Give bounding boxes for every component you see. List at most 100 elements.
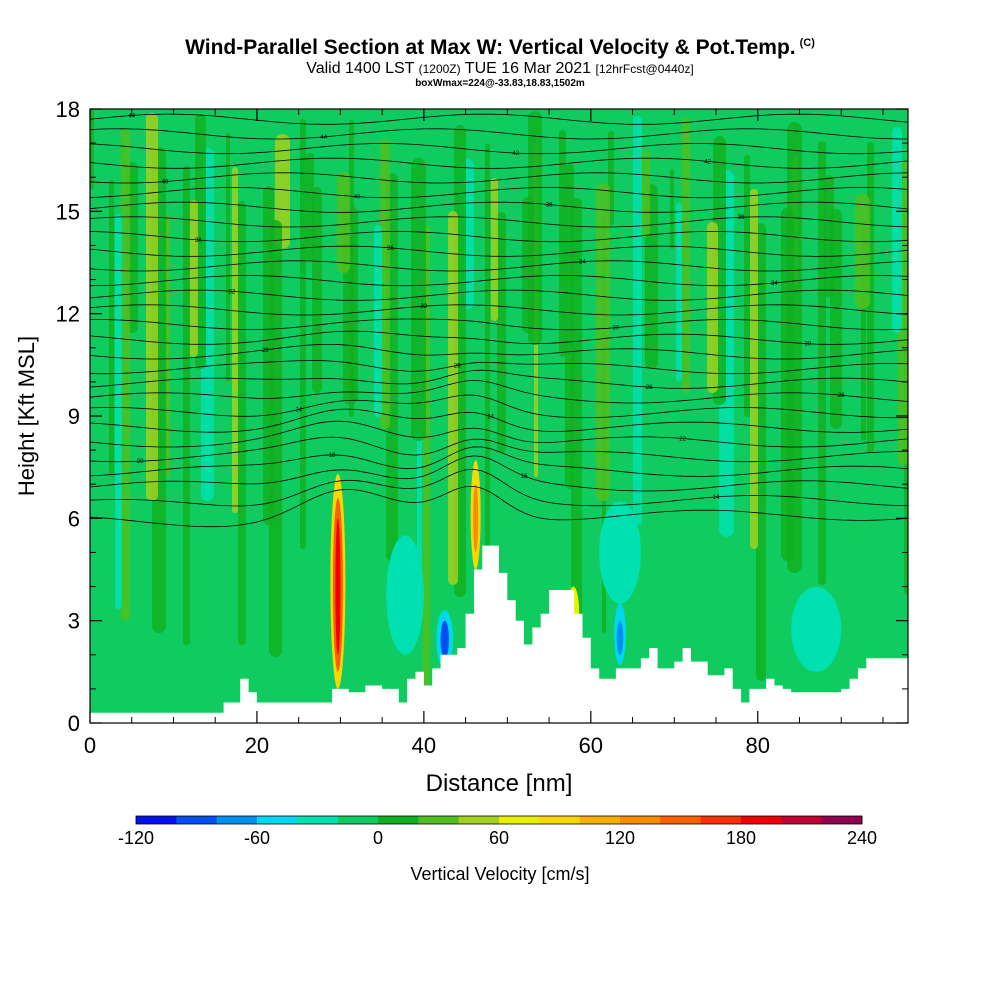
downdraft-core [791, 586, 842, 672]
colorbar-swatch [741, 816, 782, 824]
colorbar-swatch [458, 816, 500, 824]
chart-title: Wind-Parallel Section at Max W: Vertical… [0, 36, 1000, 60]
shading-streak [744, 155, 750, 417]
shading-streak [559, 130, 566, 357]
isentrope-label: 40 [354, 195, 361, 201]
colorbar-tick-label: 180 [726, 828, 756, 848]
shading-streak [750, 189, 758, 549]
shading-streak [824, 175, 834, 297]
colorbar-swatch [539, 816, 581, 824]
shading-streak [491, 178, 498, 321]
shading-streak [380, 139, 390, 429]
valid-date: TUE 16 Mar 2021 [464, 60, 592, 77]
colorbar-tick-label: -120 [118, 828, 154, 848]
isentrope-line [90, 344, 908, 360]
shading-streak [90, 109, 94, 189]
isentrope-line [90, 379, 908, 404]
y-tick-label: 0 [68, 711, 80, 736]
isentrope-line [90, 260, 908, 272]
x-tick-label: 0 [84, 733, 96, 758]
isentrope-line [90, 275, 908, 287]
terrain [90, 545, 908, 723]
y-tick-label: 6 [68, 506, 80, 531]
isentrope-label: 26 [646, 385, 653, 391]
shading-streak [226, 133, 230, 381]
shading-streak [109, 180, 114, 477]
downdraft-core [440, 620, 449, 659]
shading-streak [337, 172, 350, 273]
shading-streak [682, 117, 690, 393]
colorbar-swatch [378, 816, 419, 824]
y-tick-label: 9 [68, 404, 80, 429]
isentrope-line [90, 318, 908, 331]
chart-subtitle: Valid 1400 LST (1200Z) TUE 16 Mar 2021 [… [0, 60, 1000, 78]
colorbar-swatch [176, 816, 218, 824]
isentrope-line [90, 143, 908, 155]
isentrope-line [90, 172, 908, 184]
shading-streak [115, 214, 122, 609]
isentrope-line [90, 245, 908, 257]
isentrope-label: 24 [295, 407, 302, 413]
isentrope-label: 42 [512, 151, 519, 157]
copyright-mark: (C) [799, 37, 815, 49]
colorbar-swatch [620, 816, 661, 824]
shading-streak [306, 153, 314, 261]
colorbar-tick-label: 60 [489, 828, 509, 848]
isentrope-line [90, 289, 908, 301]
isentrope-label: 36 [387, 246, 394, 252]
isentrope-line [90, 408, 908, 433]
isentrope-label: 22 [679, 437, 686, 443]
isentrope-label: 32 [421, 304, 428, 310]
shading-streak [707, 222, 718, 393]
downdraft-core [599, 501, 641, 604]
x-tick-label: 20 [245, 733, 269, 758]
shading-streak [448, 211, 458, 585]
shading-streak [522, 197, 534, 333]
downdraft-core [616, 620, 624, 655]
shading-streak [300, 119, 306, 549]
colorbar-swatch [499, 816, 540, 824]
colorbar-swatch [660, 816, 702, 824]
colorbar-swatch [136, 816, 177, 824]
shading-streak [263, 186, 274, 525]
isentrope-line [90, 201, 908, 213]
colorbar-frame [135, 815, 863, 825]
box-wmax-info: boxWmax=224@-33.83,18.83,1502m [415, 78, 585, 89]
downdraft-core [386, 535, 424, 655]
title-text: Wind-Parallel Section at Max W: Vertical… [185, 36, 796, 59]
isentrope-label: 28 [262, 348, 269, 354]
isentrope-line [90, 128, 908, 140]
shading-streak [312, 187, 322, 393]
isentrope-line [90, 216, 908, 228]
isentrope-line [90, 455, 908, 492]
shading-streak [183, 166, 190, 645]
colorbar-swatch [781, 816, 823, 824]
isentrope-line [90, 330, 908, 345]
x-axis-label: Distance [nm] [426, 770, 573, 797]
shading-streak [146, 113, 158, 501]
shading-streak [485, 144, 490, 609]
isentrope-label: 30 [804, 342, 811, 348]
isentrope-line [90, 360, 908, 375]
colorbar-swatch [579, 816, 621, 824]
colorbar-label: Vertical Velocity [cm/s] [410, 864, 589, 884]
shading-streak [275, 134, 290, 249]
shading-streak [121, 128, 130, 621]
shading-streak [232, 167, 238, 513]
valid-time: Valid 1400 LST [306, 60, 415, 77]
isentrope-label: 36 [195, 238, 202, 244]
shading-streak [676, 203, 682, 381]
x-tick-label: 60 [579, 733, 603, 758]
y-tick-label: 3 [68, 609, 80, 634]
isentrope-label: 24 [487, 414, 494, 420]
shading-streak [756, 223, 766, 681]
shading-streak [497, 212, 506, 453]
isentrope-line [90, 187, 908, 199]
x-tick-label: 80 [746, 733, 770, 758]
isentrope-line [90, 468, 908, 507]
colorbar-swatch [337, 816, 379, 824]
isentrope-label: 44 [128, 113, 135, 119]
x-tick-label: 40 [412, 733, 436, 758]
isentrope-label: 20 [137, 459, 144, 465]
updraft-core [335, 518, 341, 655]
